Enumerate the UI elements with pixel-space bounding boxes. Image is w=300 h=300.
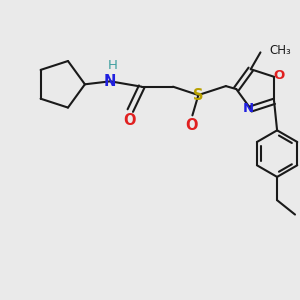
Text: N: N — [104, 74, 116, 89]
Text: H: H — [108, 59, 118, 72]
Text: O: O — [123, 112, 136, 128]
Text: N: N — [243, 103, 254, 116]
Text: S: S — [193, 88, 204, 103]
Text: CH₃: CH₃ — [269, 44, 291, 57]
Text: O: O — [186, 118, 198, 133]
Text: O: O — [274, 69, 285, 82]
